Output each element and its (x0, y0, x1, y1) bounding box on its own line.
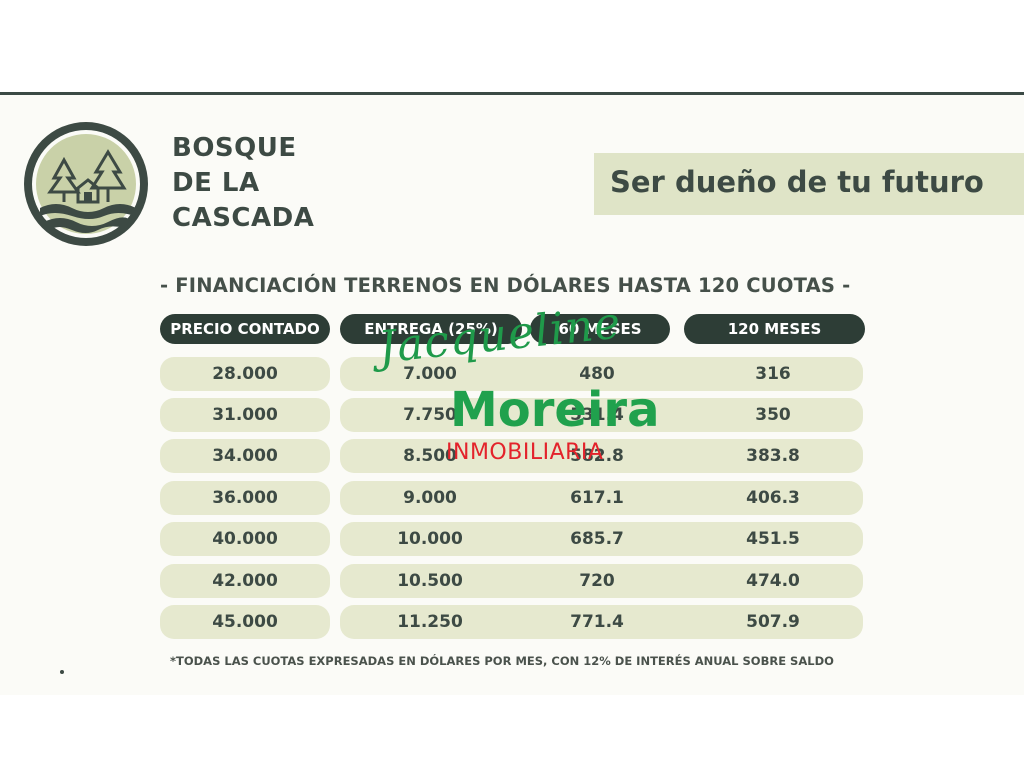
table-row: 7.750 531.4 350 (340, 398, 863, 432)
cell-60-meses: 480 (579, 364, 615, 384)
header-120-meses: 120 MESES (684, 314, 865, 344)
cell-entrega: 10.500 (397, 571, 463, 591)
cell-precio-contado: 36.000 (160, 481, 330, 515)
header-precio-contado: PRECIO CONTADO (160, 314, 330, 344)
brand-line-3: CASCADA (172, 203, 315, 233)
cell-120-meses: 451.5 (746, 529, 800, 549)
header-60-meses: 60 MESES (530, 314, 670, 344)
cell-120-meses: 474.0 (746, 571, 800, 591)
tagline: Ser dueño de tu futuro (610, 165, 984, 199)
table-row: 10.500 720 474.0 (340, 564, 863, 598)
cell-120-meses: 383.8 (746, 446, 800, 466)
cell-entrega: 7.750 (403, 405, 457, 425)
cell-60-meses: 617.1 (570, 488, 624, 508)
table-row: 9.000 617.1 406.3 (340, 481, 863, 515)
cell-120-meses: 507.9 (746, 612, 800, 632)
cell-entrega: 8.500 (403, 446, 457, 466)
top-divider (0, 92, 1024, 95)
cell-precio-contado: 45.000 (160, 605, 330, 639)
cell-60-meses: 531.4 (570, 405, 624, 425)
brand-line-1: BOSQUE (172, 133, 297, 163)
cell-60-meses: 685.7 (570, 529, 624, 549)
cell-60-meses: 771.4 (570, 612, 624, 632)
header-entrega: ENTREGA (25%) (340, 314, 522, 344)
tagline-box: Ser dueño de tu futuro (594, 153, 1024, 215)
cell-precio-contado: 34.000 (160, 439, 330, 473)
cell-precio-contado: 31.000 (160, 398, 330, 432)
cell-120-meses: 406.3 (746, 488, 800, 508)
cell-60-meses: 582.8 (570, 446, 624, 466)
brand-name: BOSQUE DE LA CASCADA (172, 131, 314, 236)
cell-120-meses: 350 (755, 405, 791, 425)
cell-60-meses: 720 (579, 571, 615, 591)
table-row: 11.250 771.4 507.9 (340, 605, 863, 639)
cell-entrega: 11.250 (397, 612, 463, 632)
table-row: 8.500 582.8 383.8 (340, 439, 863, 473)
cell-120-meses: 316 (755, 364, 791, 384)
cell-precio-contado: 42.000 (160, 564, 330, 598)
decorative-dot (60, 670, 64, 674)
financing-heading: - FINANCIACIÓN TERRENOS EN DÓLARES HASTA… (160, 274, 851, 297)
table-row: 10.000 685.7 451.5 (340, 522, 863, 556)
table-row: 7.000 480 316 (340, 357, 863, 391)
cell-entrega: 7.000 (403, 364, 457, 384)
cell-precio-contado: 40.000 (160, 522, 330, 556)
cell-precio-contado: 28.000 (160, 357, 330, 391)
footnote: *TODAS LAS CUOTAS EXPRESADAS EN DÓLARES … (170, 654, 834, 668)
brand-line-2: DE LA (172, 168, 260, 198)
cell-entrega: 10.000 (397, 529, 463, 549)
cell-entrega: 9.000 (403, 488, 457, 508)
forest-logo-icon (24, 122, 148, 246)
